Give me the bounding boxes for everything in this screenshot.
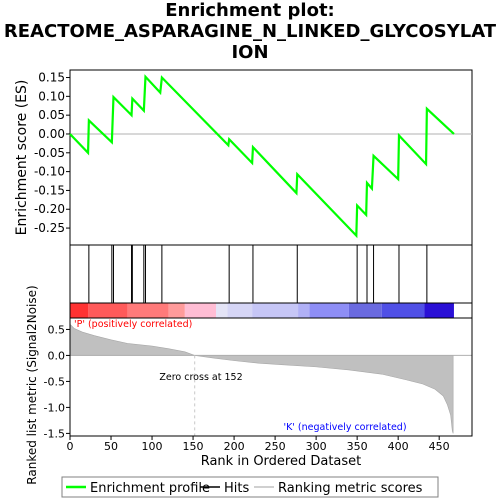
- rank-xtick-label: 50: [104, 440, 118, 453]
- colorbar-segment: [227, 303, 253, 318]
- zero-cross-label: Zero cross at 152: [159, 372, 242, 383]
- rank-ytick-label: -0.5: [44, 375, 65, 388]
- rank-ytick-label: -1.0: [44, 401, 65, 414]
- chart-title-line-2: REACTOME_ASPARAGINE_N_LINKED_GLYCOSYLAT: [3, 21, 497, 42]
- rank-xtick-label: 250: [265, 440, 286, 453]
- legend-label: Ranking metric scores: [278, 481, 423, 496]
- colorbar-segment: [252, 303, 299, 318]
- es-ytick-label: 0.15: [38, 71, 65, 85]
- colorbar-segment: [216, 303, 228, 318]
- legend-frame: [61, 476, 439, 498]
- chart-title-line-1: Enrichment plot:: [165, 0, 335, 21]
- chart-title: Enrichment plot: REACTOME_ASPARAGINE_N_L…: [0, 0, 500, 63]
- es-panel: 0.15 0.10 0.05 0.00 -0.05 -0.10 -0.15 -0.20 -0.2…: [14, 69, 473, 246]
- rank-frame: [69, 317, 473, 437]
- rank-xtick-label: 200: [224, 440, 245, 453]
- rank-panel: 0.5 0.0 -0.5 -1.0 -1.50 50 100 150 200 250 300 350 4…: [25, 285, 473, 485]
- rank-xtick-label: 150: [183, 440, 204, 453]
- rank-ylabel: Ranked list metric (Signal2Noise): [25, 285, 39, 484]
- rank-xlabel: Rank in Ordered Dataset: [201, 454, 362, 469]
- ranking-metric-area: [69, 323, 454, 434]
- es-ytick-label: -0.05: [34, 146, 65, 160]
- es-ytick-label: 0.00: [38, 127, 65, 141]
- rank-ytick-label: 0.5: [48, 323, 66, 336]
- colorbar-panel: [69, 302, 473, 319]
- rank-ytick-label: -1.5: [44, 427, 65, 440]
- colorbar-segment: [127, 303, 169, 318]
- colorbar-segment: [168, 303, 185, 318]
- hits-frame: [69, 244, 473, 304]
- colorbar-segment: [184, 303, 217, 318]
- legend: Enrichment profile Hits Ranking metric sco…: [61, 476, 439, 498]
- es-plot-frame: [69, 69, 473, 246]
- rank-xtick-label: 100: [142, 440, 163, 453]
- rank-xtick-label: 450: [429, 440, 450, 453]
- colorbar-segment: [424, 303, 454, 318]
- colorbar-segment: [309, 303, 349, 318]
- chart-title-line-3: ION: [231, 42, 269, 63]
- colorbar-segment: [348, 303, 382, 318]
- es-ylabel: Enrichment score (ES): [14, 80, 30, 236]
- es-ytick-label: -0.10: [34, 165, 65, 179]
- legend-label: Hits: [224, 481, 249, 496]
- rank-xtick-label: 300: [306, 440, 327, 453]
- rank-ytick-label: 0.0: [48, 349, 66, 362]
- legend-label: Enrichment profile: [90, 481, 210, 496]
- rank-xtick-label: 350: [347, 440, 368, 453]
- positive-correlation-label: 'P' (positively correlated): [74, 319, 192, 330]
- es-ytick-label: -0.25: [34, 221, 65, 235]
- colorbar-segment: [88, 303, 128, 318]
- colorbar-segment: [381, 303, 425, 318]
- es-ytick-label: -0.15: [34, 183, 65, 197]
- colorbar-segment: [70, 303, 89, 318]
- es-ytick-label: 0.05: [38, 108, 65, 122]
- hits-panel: [69, 244, 473, 304]
- colorbar-segment: [298, 303, 310, 318]
- rank-xtick-label: 400: [388, 440, 409, 453]
- negative-correlation-label: 'K' (negatively correlated): [283, 422, 406, 433]
- es-ytick-label: -0.20: [34, 202, 65, 216]
- rank-xtick-label: 0: [67, 440, 74, 453]
- enrichment-profile-line: [69, 74, 455, 239]
- es-ytick-label: 0.10: [38, 89, 65, 103]
